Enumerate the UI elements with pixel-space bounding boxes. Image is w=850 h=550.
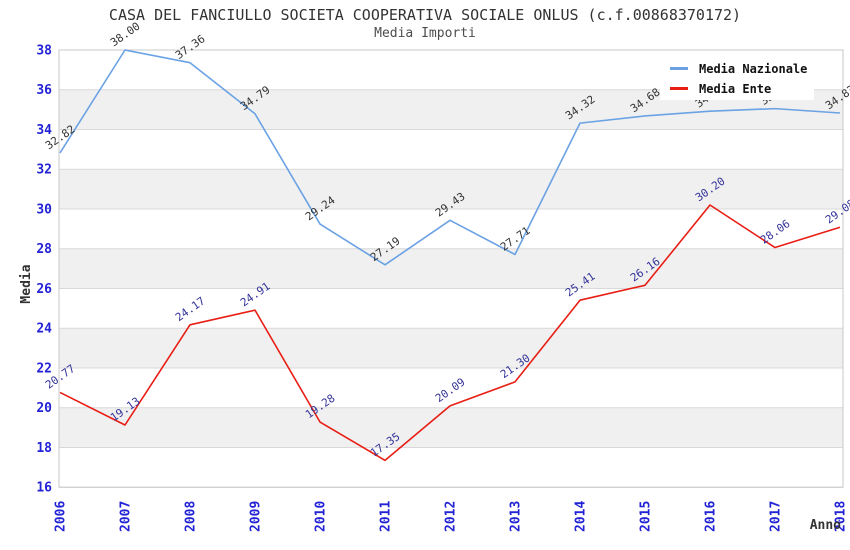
- data-label-media-nazionale: 37.36: [173, 32, 208, 62]
- x-axis-tick-label: 2010: [314, 501, 329, 532]
- series-line-media-nazionale: [59, 49, 841, 266]
- x-axis-tick-label: 2012: [444, 501, 459, 532]
- y-axis-tick-label: 24: [36, 322, 52, 337]
- plot-band: [59, 169, 843, 209]
- y-axis-tick-label: 20: [36, 401, 52, 416]
- legend-item-media-ente: Media Ente: [670, 80, 814, 97]
- plot-band: [59, 407, 843, 448]
- x-axis-tick-label: 2014: [574, 501, 589, 532]
- y-axis-tick-label: 28: [36, 242, 52, 257]
- x-axis-tick-label: 2008: [184, 501, 199, 532]
- legend-item-media-nazionale: Media Nazionale: [670, 60, 814, 77]
- plot-frame: [58, 49, 844, 488]
- plot-band: [59, 328, 843, 368]
- x-axis-tick-label: 2011: [379, 501, 394, 532]
- x-axis-tick-label: 2017: [769, 501, 784, 532]
- x-axis-tick-label: 2013: [509, 501, 524, 532]
- y-axis-tick-label: 36: [36, 83, 52, 98]
- chart-title: CASA DEL FANCIULLO SOCIETA COOPERATIVA S…: [108, 6, 742, 24]
- chart-subtitle: Media Importi: [374, 26, 476, 41]
- x-axis-tick-label: 2016: [704, 501, 719, 532]
- y-axis-tick-label: 22: [36, 361, 52, 376]
- y-axis-tick-label: 32: [36, 163, 52, 178]
- y-axis-tick-label: 38: [36, 44, 52, 59]
- y-axis-title: Media: [19, 264, 34, 303]
- series-line-media-ente: [59, 204, 841, 462]
- legend-swatch-media-ente-icon: [670, 87, 688, 90]
- legend-label-media-ente: Media Ente: [699, 81, 772, 96]
- x-axis-tick-label: 2007: [119, 501, 134, 532]
- data-label-media-nazionale: 38.00: [108, 20, 143, 50]
- x-axis-tick-label: 2015: [639, 501, 654, 532]
- legend-label-media-nazionale: Media Nazionale: [699, 61, 808, 76]
- y-axis-tick-label: 16: [36, 481, 52, 496]
- y-axis-tick-label: 26: [36, 282, 52, 297]
- y-axis-tick-label: 34: [36, 123, 52, 138]
- y-axis-tick-label: 18: [36, 441, 52, 456]
- x-axis-tick-label: 2009: [249, 501, 264, 532]
- y-axis-tick-label: 30: [36, 202, 52, 217]
- x-axis-title: Anno: [810, 518, 841, 533]
- legend-box: Media Nazionale Media Ente: [660, 54, 814, 100]
- x-axis-tick-label: 2006: [54, 501, 69, 532]
- data-label-media-ente: 24.17: [173, 294, 208, 324]
- plot-band: [59, 248, 843, 289]
- data-label-media-ente: 28.06: [758, 217, 793, 247]
- x-axis-tick-label: 2018: [834, 501, 849, 532]
- legend-swatch-media-nazionale-icon: [670, 67, 688, 70]
